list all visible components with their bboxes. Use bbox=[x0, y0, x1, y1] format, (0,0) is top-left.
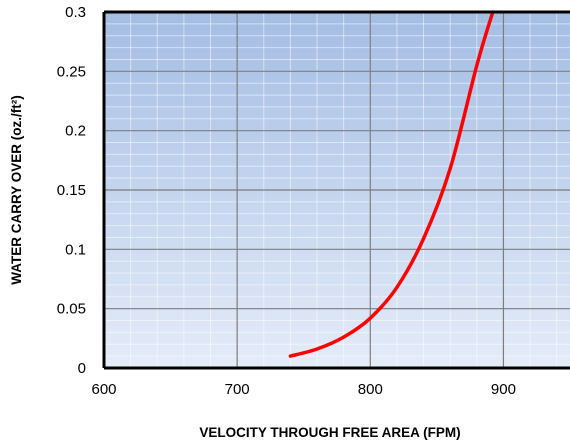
y-axis-label: WATER CARRY OVER (oz./ft²) bbox=[9, 95, 24, 285]
y-tick-label: 0.2 bbox=[65, 123, 86, 140]
x-tick-label: 600 bbox=[91, 381, 116, 398]
major-grid bbox=[104, 12, 570, 368]
series-line bbox=[288, 10, 495, 358]
y-tick-label: 0.05 bbox=[57, 301, 86, 318]
x-tick-labels: 600 700 800 900 bbox=[91, 381, 515, 398]
x-tick-label: 900 bbox=[491, 381, 516, 398]
y-tick-label: 0.25 bbox=[57, 63, 86, 80]
y-tick-label: 0 bbox=[78, 360, 86, 377]
y-tick-labels: 0 0.05 0.1 0.15 0.2 0.25 0.3 bbox=[57, 4, 86, 377]
y-tick-label: 0.1 bbox=[65, 241, 86, 258]
x-tick-label: 700 bbox=[225, 381, 250, 398]
series-group bbox=[288, 10, 495, 358]
y-tick-label: 0.3 bbox=[65, 4, 86, 21]
plot-frame bbox=[102, 10, 570, 370]
x-tick-label: 800 bbox=[358, 381, 383, 398]
x-axis-label: VELOCITY THROUGH FREE AREA (FPM) bbox=[199, 425, 460, 440]
y-tick-label: 0.15 bbox=[57, 182, 86, 199]
